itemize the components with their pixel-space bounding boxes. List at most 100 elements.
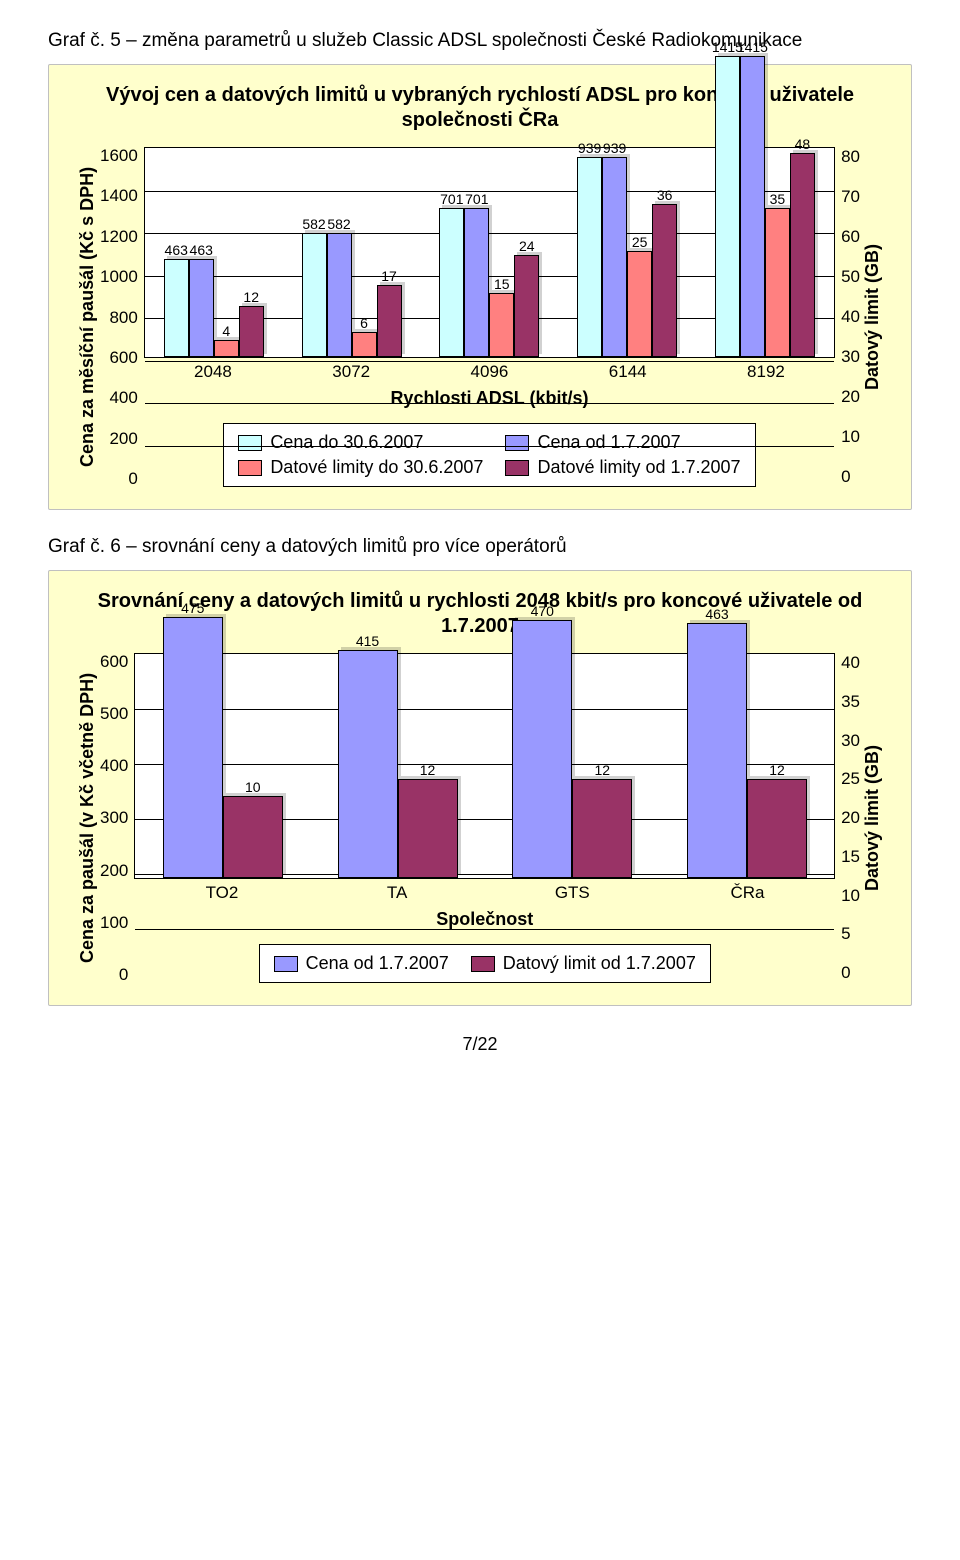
bar-value-label: 939 [603,140,626,156]
gridline [135,929,834,930]
legend-item: Datové limity do 30.6.2007 [238,457,483,478]
bar: 470 [512,620,572,879]
chart5-card: Vývoj cen a datových limitů u vybraných … [48,64,912,510]
bar-group: 46312 [660,623,835,878]
y2-tick: 50 [841,267,860,287]
chart5-plot: 4634634125825826177017011524939939253614… [144,147,835,358]
bar: 6 [352,332,377,358]
bar: 12 [747,779,807,878]
page-footer: 7/22 [48,1034,912,1055]
bar-value-label: 6 [360,315,368,331]
bar-group: 9399392536 [558,157,696,357]
chart6-body: Cena za paušál (v Kč včetně DPH) 6005004… [75,653,885,983]
chart5-x-label: Rychlosti ADSL (kbit/s) [144,388,835,409]
bar-value-label: 701 [440,191,463,207]
y2-tick: 40 [841,307,860,327]
chart5-x-ticks: 20483072409661448192 [144,362,835,382]
bar-value-label: 701 [465,191,488,207]
y-tick: 1000 [100,268,138,285]
bar-value-label: 12 [420,762,436,778]
chart5-y2-ticks: 80706050403020100 [835,147,860,487]
legend-label: Datové limity do 30.6.2007 [270,457,483,478]
bar-value-label: 25 [632,234,648,250]
y2-tick: 15 [841,847,860,867]
y2-tick: 60 [841,227,860,247]
y-tick: 1400 [100,187,138,204]
legend-label: Cena do 30.6.2007 [270,432,423,453]
legend-swatch [238,435,262,451]
bar: 463 [164,259,189,357]
bar-value-label: 48 [795,136,811,152]
bar-value-label: 463 [190,242,213,258]
chart5-body: Cena za měsíční paušál (Kč s DPH) 1600 14… [75,147,885,487]
legend-swatch [238,460,262,476]
legend-item: Cena do 30.6.2007 [238,432,483,453]
bar: 17 [377,285,402,357]
bar-value-label: 463 [705,606,728,622]
bar-group: 463463412 [145,259,283,357]
bar-value-label: 10 [245,779,261,795]
bar-value-label: 12 [594,762,610,778]
bar: 15 [489,293,514,357]
legend-swatch [505,435,529,451]
bar-group: 47510 [135,617,310,878]
bar-value-label: 4 [222,323,230,339]
legend-swatch [505,460,529,476]
bar: 24 [514,255,539,357]
x-tick: 6144 [559,362,697,382]
chart5-y-label: Cena za měsíční paušál (Kč s DPH) [75,147,100,487]
bar: 701 [464,208,489,357]
y2-tick: 35 [841,692,860,712]
chart6-caption: Graf č. 6 – srovnání ceny a datových lim… [48,536,912,558]
y2-tick: 20 [841,387,860,407]
y-tick: 600 [100,653,128,670]
x-tick: TA [310,883,485,903]
chart6-y-ticks: 6005004003002001000 [100,653,134,983]
x-tick: TO2 [134,883,309,903]
chart6-x-ticks: TO2TAGTSČRa [134,883,835,903]
bar-value-label: 939 [578,140,601,156]
gridline [145,361,834,362]
legend-label: Cena od 1.7.2007 [306,953,449,974]
bar-value-label: 36 [657,187,673,203]
bar: 939 [577,157,602,357]
y-tick: 400 [100,757,128,774]
y2-tick: 70 [841,187,860,207]
y-tick: 400 [109,389,137,406]
bar-group: 582582617 [283,233,421,357]
bar-value-label: 415 [356,633,379,649]
bar: 25 [627,251,652,357]
y2-tick: 30 [841,731,860,751]
bar-value-label: 582 [327,216,350,232]
chart6-card: Srovnání ceny a datových limitů u rychlo… [48,570,912,1006]
bar-value-label: 463 [165,242,188,258]
y-tick: 100 [100,914,128,931]
bar: 939 [602,157,627,357]
bar-group: 41512 [310,650,485,878]
legend-item: Cena od 1.7.2007 [274,953,449,974]
bar-value-label: 1415 [737,39,768,55]
y2-tick: 40 [841,653,860,673]
y-tick: 1600 [100,147,138,164]
y2-tick: 5 [841,924,850,944]
y-tick: 600 [109,349,137,366]
x-tick: 8192 [697,362,835,382]
legend-label: Datový limit od 1.7.2007 [503,953,696,974]
bar: 582 [327,233,352,357]
bar: 12 [239,306,264,357]
bar: 48 [790,153,815,357]
y-tick: 500 [100,705,128,722]
bar: 582 [302,233,327,357]
y2-tick: 10 [841,427,860,447]
y2-tick: 80 [841,147,860,167]
chart6-y2-label: Datový limit (GB) [860,653,885,983]
legend-item: Datové limity od 1.7.2007 [505,457,740,478]
chart5-caption: Graf č. 5 – změna parametrů u služeb Cla… [48,30,912,52]
bar-value-label: 470 [531,603,554,619]
bar: 1415 [740,56,765,357]
bar-value-label: 475 [181,600,204,616]
chart6-legend: Cena od 1.7.2007 Datový limit od 1.7.2007 [259,944,711,983]
y2-tick: 25 [841,769,860,789]
bar: 12 [572,779,632,878]
chart6-y2-ticks: 4035302520151050 [835,653,860,983]
